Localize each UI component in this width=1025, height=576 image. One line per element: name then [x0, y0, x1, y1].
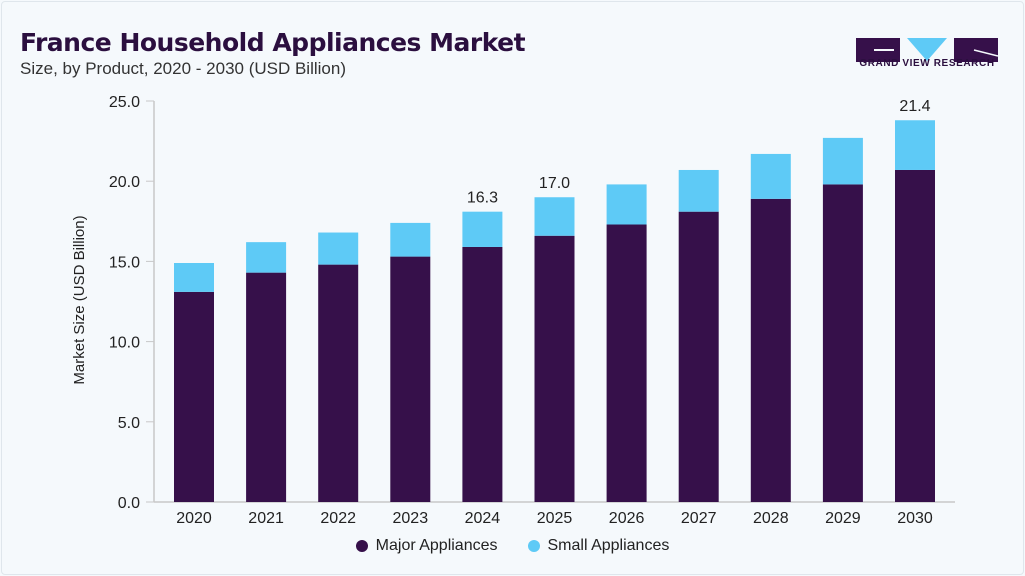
x-tick-label: 2027: [681, 510, 717, 527]
x-tick-label: 2021: [248, 510, 284, 527]
bar-major-2022: [318, 264, 359, 502]
bar-major-2023: [390, 256, 431, 502]
data-label-2024: 16.3: [467, 190, 498, 207]
bar-small-2030: [895, 120, 935, 170]
bar-major-2030: [895, 169, 935, 503]
y-tick-label: 25.0: [109, 94, 140, 111]
legend-swatch-major: [355, 540, 368, 552]
x-tick-label: 2029: [825, 510, 861, 527]
data-label-2030: 21.4: [899, 98, 930, 115]
bar-small-2025: [534, 197, 575, 236]
bar-small-2024: [462, 211, 503, 247]
bar-major-2029: [822, 184, 863, 502]
x-tick-label: 2024: [465, 510, 501, 527]
bar-major-2026: [606, 224, 647, 502]
x-tick-label: 2022: [320, 510, 356, 527]
y-tick-label: 10.0: [109, 335, 140, 352]
x-tick-label: 2030: [897, 510, 933, 527]
bar-small-2021: [246, 242, 287, 273]
bar-small-2027: [678, 169, 719, 212]
legend-item-small: Small Appliances: [527, 537, 670, 555]
grand-view-research-logo: [856, 38, 998, 62]
y-tick-label: 0.0: [118, 495, 140, 512]
data-label-2025: 17.0: [539, 175, 570, 192]
legend-label-small: Small Appliances: [547, 537, 670, 554]
y-tick-label: 15.0: [109, 254, 140, 271]
y-tick-label: 5.0: [118, 415, 140, 432]
bar-major-2021: [246, 272, 287, 502]
y-tick-label: 20.0: [109, 174, 140, 191]
legend-swatch-small: [527, 540, 540, 552]
legend-item-major: Major Appliances: [355, 537, 498, 555]
x-tick-label: 2023: [393, 510, 429, 527]
bar-major-2024: [462, 246, 503, 502]
bar-major-2027: [678, 211, 719, 502]
y-axis-label: Market Size (USD Billion): [71, 215, 88, 384]
legend: Major Appliances Small Appliances: [0, 537, 1025, 555]
legend-label-major: Major Appliances: [375, 537, 498, 554]
bar-small-2022: [318, 232, 359, 265]
x-tick-label: 2020: [176, 510, 212, 527]
x-tick-label: 2025: [537, 510, 573, 527]
logo-text: GRAND VIEW RESEARCH: [859, 58, 995, 69]
bar-major-2020: [174, 291, 214, 502]
chart-title: France Household Appliances Market: [20, 28, 526, 57]
bar-small-2028: [750, 153, 791, 199]
bar-small-2029: [822, 137, 863, 185]
x-tick-label: 2026: [609, 510, 645, 527]
chart-subtitle: Size, by Product, 2020 - 2030 (USD Billi…: [20, 59, 346, 78]
bar-small-2026: [606, 184, 647, 225]
bar-major-2028: [750, 198, 791, 502]
bar-small-2023: [390, 222, 431, 257]
x-tick-label: 2028: [753, 510, 789, 527]
bar-major-2025: [534, 235, 575, 502]
bar-small-2020: [174, 263, 214, 292]
